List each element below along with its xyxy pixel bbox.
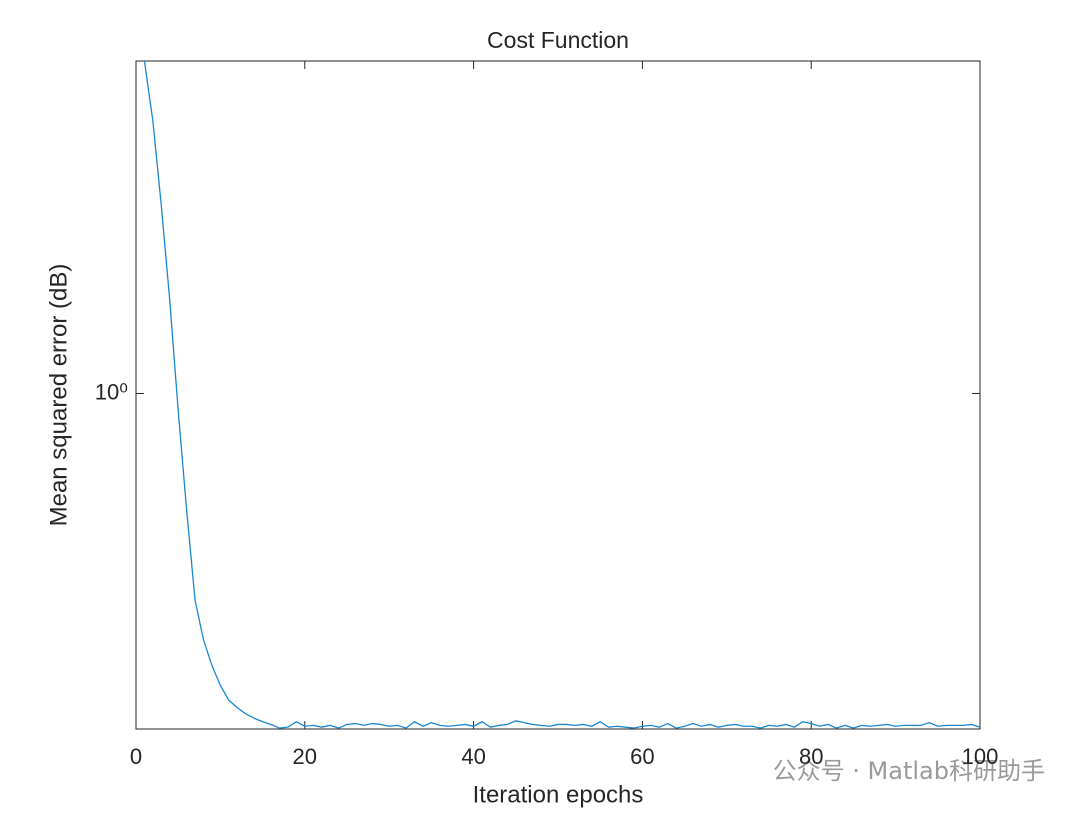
x-tick-label: 0 [130,744,142,769]
x-tick-label: 100 [962,744,999,769]
plot-frame [135,60,981,730]
y-axis-label: Mean squared error (dB) [45,264,72,527]
plot-area [143,61,980,729]
chart-title: Cost Function [487,27,629,53]
x-tick-label: 80 [799,744,823,769]
x-tick-label: 20 [293,744,317,769]
x-tick-label: 40 [461,744,485,769]
y-tick-label: 10⁰ [95,379,128,404]
watermark: 公众号 · Matlab科研助手 [773,757,1045,785]
x-axis-label: Iteration epochs [473,781,644,808]
data-line [143,61,980,729]
x-tick-label: 60 [630,744,654,769]
